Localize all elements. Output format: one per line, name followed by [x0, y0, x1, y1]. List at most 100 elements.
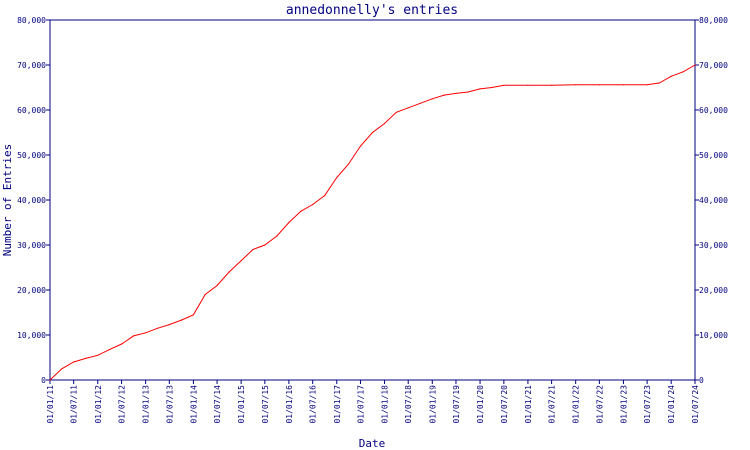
data-point [371, 131, 374, 134]
entries-series-line [49, 64, 696, 381]
y-tick-label-left: 40,000 [17, 196, 46, 205]
x-tick-label: 01/01/23 [619, 385, 628, 424]
x-tick-label: 01/07/20 [500, 385, 509, 424]
data-point [264, 244, 266, 246]
data-point [646, 84, 648, 86]
data-point [598, 84, 601, 86]
y-tick-label-left: 70,000 [17, 61, 46, 70]
x-tick-label: 01/07/11 [70, 385, 79, 424]
y-tick-label-left: 0 [41, 376, 46, 385]
x-tick-label: 01/01/12 [94, 385, 103, 424]
data-point [73, 361, 75, 363]
data-point [395, 111, 397, 113]
data-point [121, 343, 123, 345]
y-tick-label-left: 10,000 [17, 331, 46, 340]
x-tick-label: 01/07/13 [165, 385, 174, 424]
y-tick-label-left: 60,000 [17, 106, 46, 115]
x-tick-label: 01/07/12 [118, 385, 127, 424]
x-tick-label: 01/07/16 [309, 385, 318, 424]
data-point [240, 260, 242, 262]
y-tick-label-right: 10,000 [699, 331, 728, 340]
data-point [491, 86, 493, 89]
data-point [467, 91, 469, 93]
data-point [288, 221, 290, 224]
chart-title: annedonnelly's entries [286, 3, 458, 18]
data-point [503, 84, 505, 86]
x-tick-label: 01/07/18 [404, 385, 413, 424]
data-point [300, 210, 302, 212]
x-tick-label: 01/01/22 [572, 385, 581, 424]
y-tick-label-right: 60,000 [699, 106, 728, 115]
data-point [324, 194, 326, 197]
y-tick-label-right: 20,000 [699, 286, 728, 295]
x-tick-label: 01/07/14 [213, 385, 222, 424]
x-axis-ticks: 01/01/11 01/07/11 01/01/12 01/07/12 01/01/13… [46, 380, 700, 424]
y-tick-label-left: 20,000 [17, 286, 46, 295]
data-point [168, 324, 170, 326]
data-point [419, 102, 421, 104]
data-point [575, 84, 577, 86]
x-tick-label: 01/01/17 [333, 385, 342, 424]
x-tick-label: 01/07/22 [595, 385, 604, 424]
data-point [336, 176, 338, 179]
x-tick-label: 01/01/21 [524, 385, 533, 424]
data-point [276, 235, 278, 237]
x-tick-label: 01/01/16 [285, 385, 294, 424]
x-tick-label: 01/01/13 [142, 385, 151, 424]
y-tick-label-right: 0 [699, 376, 704, 385]
x-tick-label: 01/07/24 [691, 385, 700, 424]
data-point [622, 84, 625, 86]
data-point [694, 64, 696, 66]
data-point [156, 327, 158, 329]
data-point [61, 368, 63, 370]
y-tick-label-right: 70,000 [699, 61, 728, 70]
data-point [407, 107, 409, 109]
data-point [479, 88, 481, 90]
data-point [383, 122, 386, 125]
data-point [97, 354, 99, 356]
data-point [228, 271, 230, 273]
x-tick-label: 01/01/11 [46, 385, 55, 424]
data-point [551, 84, 553, 86]
x-tick-label: 01/07/15 [261, 385, 270, 424]
y-tick-label-right: 50,000 [699, 151, 728, 160]
x-tick-label: 01/01/15 [237, 385, 246, 424]
data-point [252, 248, 254, 251]
data-point [192, 314, 194, 316]
data-point [109, 348, 111, 350]
data-point [658, 82, 660, 84]
x-tick-label: 01/01/18 [381, 385, 390, 424]
data-point [85, 357, 87, 359]
y-tick-label-left: 50,000 [17, 151, 46, 160]
data-point [145, 332, 147, 334]
entries-series-points [49, 64, 696, 381]
y-tick-label-right: 40,000 [699, 196, 728, 205]
data-point [180, 319, 182, 321]
y-axis-label: Number of Entries [1, 144, 14, 257]
x-tick-label: 01/01/20 [476, 385, 485, 424]
data-point [312, 203, 314, 206]
x-axis-label: Date [359, 437, 386, 450]
data-point [443, 94, 445, 96]
data-point [348, 163, 350, 165]
y-tick-label-left: 30,000 [17, 241, 46, 250]
data-point [359, 145, 362, 147]
x-tick-label: 01/01/14 [189, 385, 198, 424]
x-tick-label: 01/01/24 [667, 385, 676, 424]
x-tick-label: 01/07/21 [548, 385, 557, 424]
y-axis-ticks: 0 0 10,000 10,000 20,000 20,000 30,000 30,000 40… [17, 16, 728, 385]
y-tick-label-right: 80,000 [699, 16, 728, 25]
x-tick-label: 01/07/23 [643, 385, 652, 424]
data-point [455, 92, 457, 94]
data-point [204, 293, 206, 296]
data-point [682, 71, 684, 73]
data-point [431, 98, 433, 100]
data-point [527, 84, 529, 86]
y-tick-label-right: 30,000 [699, 241, 728, 250]
data-point [49, 379, 51, 381]
y-tick-label-left: 80,000 [17, 16, 46, 25]
data-point [133, 335, 135, 337]
x-tick-label: 01/07/17 [356, 385, 365, 424]
x-tick-label: 01/01/19 [428, 385, 437, 424]
